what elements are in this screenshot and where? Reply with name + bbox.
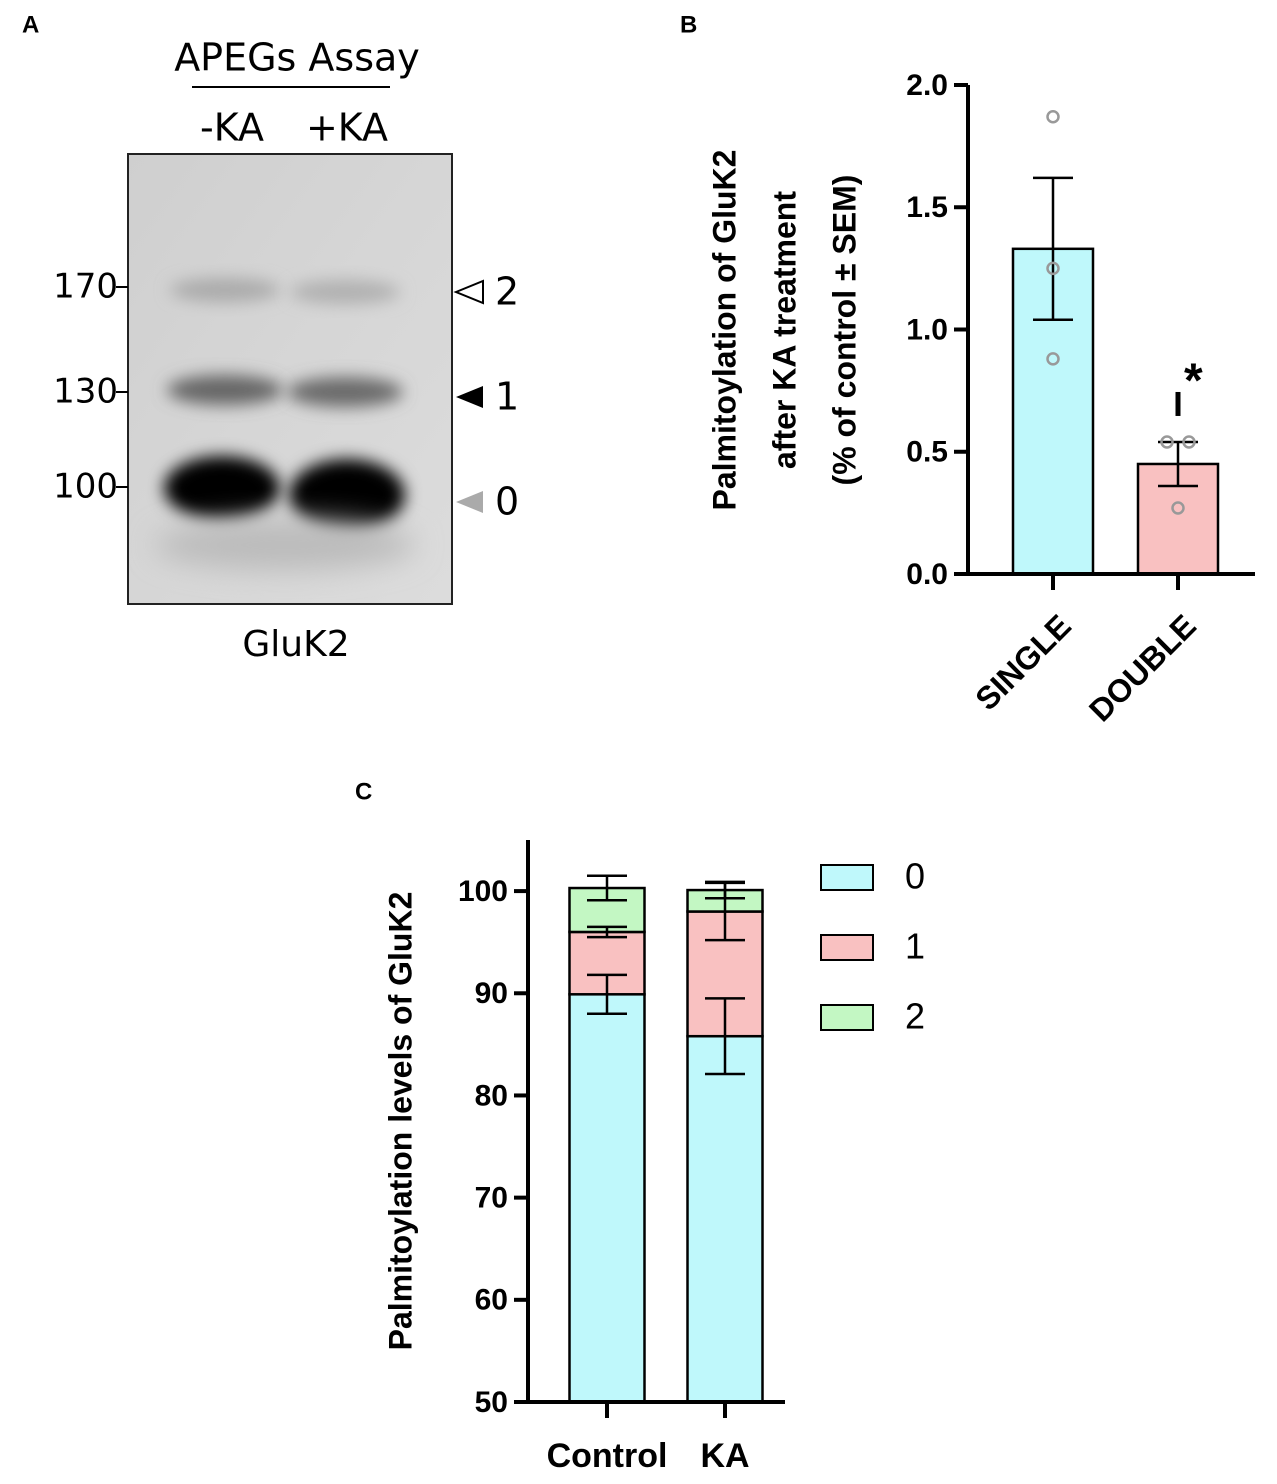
- data-point: [1160, 435, 1174, 449]
- y-tick-label: 2.0: [906, 69, 948, 102]
- lane-label: -KA: [200, 106, 264, 150]
- x-tick-label: Control: [547, 1437, 668, 1475]
- blot-panel: A APEGs Assay -KA +KA 170 130 100 2 1 0 …: [22, 11, 519, 665]
- band: [290, 280, 400, 304]
- band: [167, 375, 283, 405]
- data-point: [1046, 352, 1060, 366]
- legend-swatch: [820, 1004, 874, 1031]
- errors: [705, 880, 745, 1076]
- data-point: [1182, 435, 1196, 449]
- y-tick-label: 90: [475, 977, 508, 1010]
- legend-swatch: [820, 934, 874, 961]
- stacked-bar-chart: C Palmitoylation levels of GluK2 Control KA…: [355, 778, 925, 1475]
- y-axis-label: Palmitoylation levels of GluK2: [382, 892, 418, 1351]
- legend-label: 2: [905, 996, 925, 1037]
- y-tick-label: 70: [475, 1182, 508, 1215]
- marker-label: 100: [53, 467, 118, 507]
- blot-caption: GluK2: [242, 624, 349, 665]
- panel-label: A: [22, 11, 39, 38]
- y-tick-label: 50: [475, 1386, 508, 1419]
- band-label: 1: [495, 375, 519, 419]
- x-tick-label: SINGLE: [968, 607, 1078, 717]
- y-tick-label: 0.5: [906, 436, 948, 469]
- x-tick-label: KA: [700, 1437, 749, 1475]
- legend-label: 0: [905, 856, 925, 897]
- data-point: [1171, 501, 1185, 515]
- panel-label: C: [355, 778, 372, 805]
- lane-label: +KA: [306, 106, 388, 150]
- blot-bands: [155, 278, 415, 570]
- y-axis-label: after KA treatment: [766, 191, 802, 469]
- blot-image: [127, 153, 453, 605]
- smear: [155, 520, 415, 570]
- panel-label: B: [680, 11, 697, 38]
- marker-label: 130: [53, 372, 118, 412]
- band-label: 0: [495, 480, 519, 524]
- data-point: [1046, 110, 1060, 124]
- x-tick-label: DOUBLE: [1082, 607, 1203, 728]
- y-tick-label: 1.5: [906, 191, 948, 224]
- band: [170, 278, 280, 302]
- band: [164, 456, 280, 520]
- legend-label: 1: [905, 926, 925, 967]
- y-tick-label: 100: [458, 875, 508, 908]
- bar-chart: B Palmitoylation of GluK2 after KA treatme…: [680, 11, 1255, 728]
- arrowhead: [456, 491, 483, 513]
- marker-label: 170: [53, 267, 118, 307]
- y-tick-label: 0.0: [906, 558, 948, 591]
- bar-segment: [568, 993, 646, 1404]
- arrowhead: [456, 386, 483, 408]
- annotation: *: [1184, 355, 1203, 408]
- arrowhead: [453, 279, 484, 305]
- legend-swatch: [820, 864, 874, 891]
- y-tick-label: 80: [475, 1079, 508, 1112]
- y-axis-label: (% of control ± SEM): [826, 175, 862, 486]
- y-axis-label: Palmitoylation of GluK2: [706, 150, 742, 511]
- band-label: 2: [495, 270, 519, 314]
- errors: [587, 874, 627, 1015]
- band: [287, 377, 403, 407]
- assay-title: APEGs Assay: [174, 36, 420, 80]
- data-point: [1046, 261, 1060, 276]
- bar-segment: [686, 1034, 764, 1404]
- band: [289, 459, 405, 531]
- y-tick-label: 1.0: [906, 313, 948, 346]
- stack: [686, 888, 764, 1404]
- y-tick-label: 60: [475, 1284, 508, 1317]
- stack: [568, 886, 646, 1404]
